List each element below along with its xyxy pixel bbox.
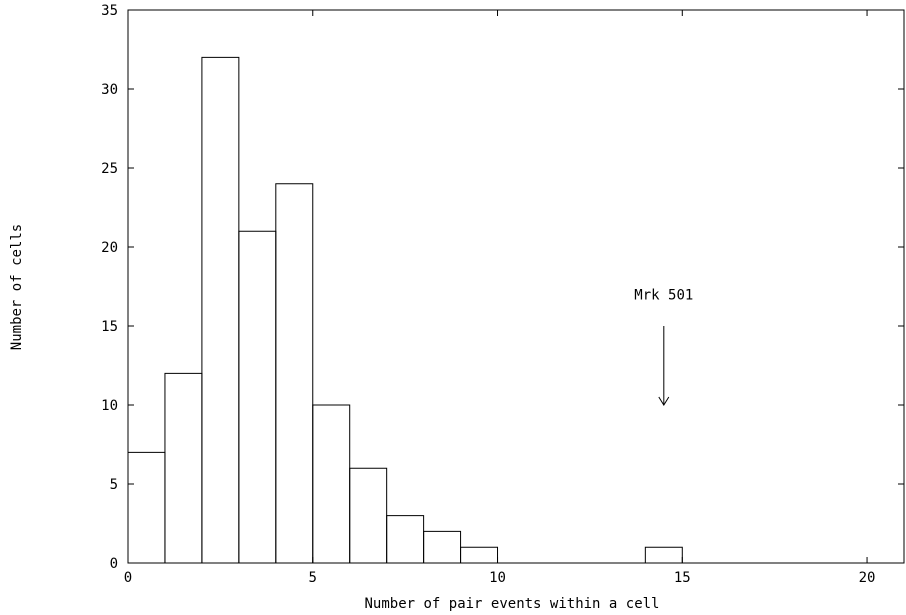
histogram-bin <box>275 183 314 563</box>
x-tick-label: 0 <box>124 570 132 586</box>
x-tick-label: 5 <box>309 570 317 586</box>
histogram-bin <box>201 56 240 563</box>
histogram-bin <box>423 530 462 563</box>
axis-ticks <box>127 9 904 564</box>
annotation-arrowhead <box>658 396 670 406</box>
histogram-bin <box>644 546 683 563</box>
y-tick-label: 5 <box>110 477 118 493</box>
y-axis-label: Number of cells <box>9 224 25 350</box>
annotations: Mrk 501 <box>634 287 693 406</box>
plot-frame <box>127 9 905 564</box>
y-tick-label: 15 <box>101 319 118 335</box>
histogram-bin <box>386 515 425 563</box>
x-tick-label: 20 <box>859 570 876 586</box>
histogram-bin <box>164 372 203 563</box>
y-tick-label: 25 <box>101 161 118 177</box>
histogram-bin <box>127 451 166 563</box>
histogram-bin <box>312 404 351 563</box>
y-tick-label: 30 <box>101 82 118 98</box>
y-tick-label: 20 <box>101 240 118 256</box>
histogram-steps <box>127 56 683 563</box>
histogram-bin <box>349 467 388 563</box>
y-tick-label: 35 <box>101 3 118 19</box>
y-tick-label: 0 <box>110 556 118 572</box>
histogram-bin <box>238 230 277 563</box>
x-tick-label: 15 <box>674 570 691 586</box>
histogram-bin <box>460 546 499 563</box>
axis-tick-labels: 0 5 10 15 20 0 5 10 15 20 25 30 35 <box>101 3 875 586</box>
x-axis-label: Number of pair events within a cell <box>364 596 659 612</box>
y-tick-label: 10 <box>101 398 118 414</box>
x-tick-label: 10 <box>489 570 506 586</box>
annotation-label: Mrk 501 <box>634 287 693 303</box>
